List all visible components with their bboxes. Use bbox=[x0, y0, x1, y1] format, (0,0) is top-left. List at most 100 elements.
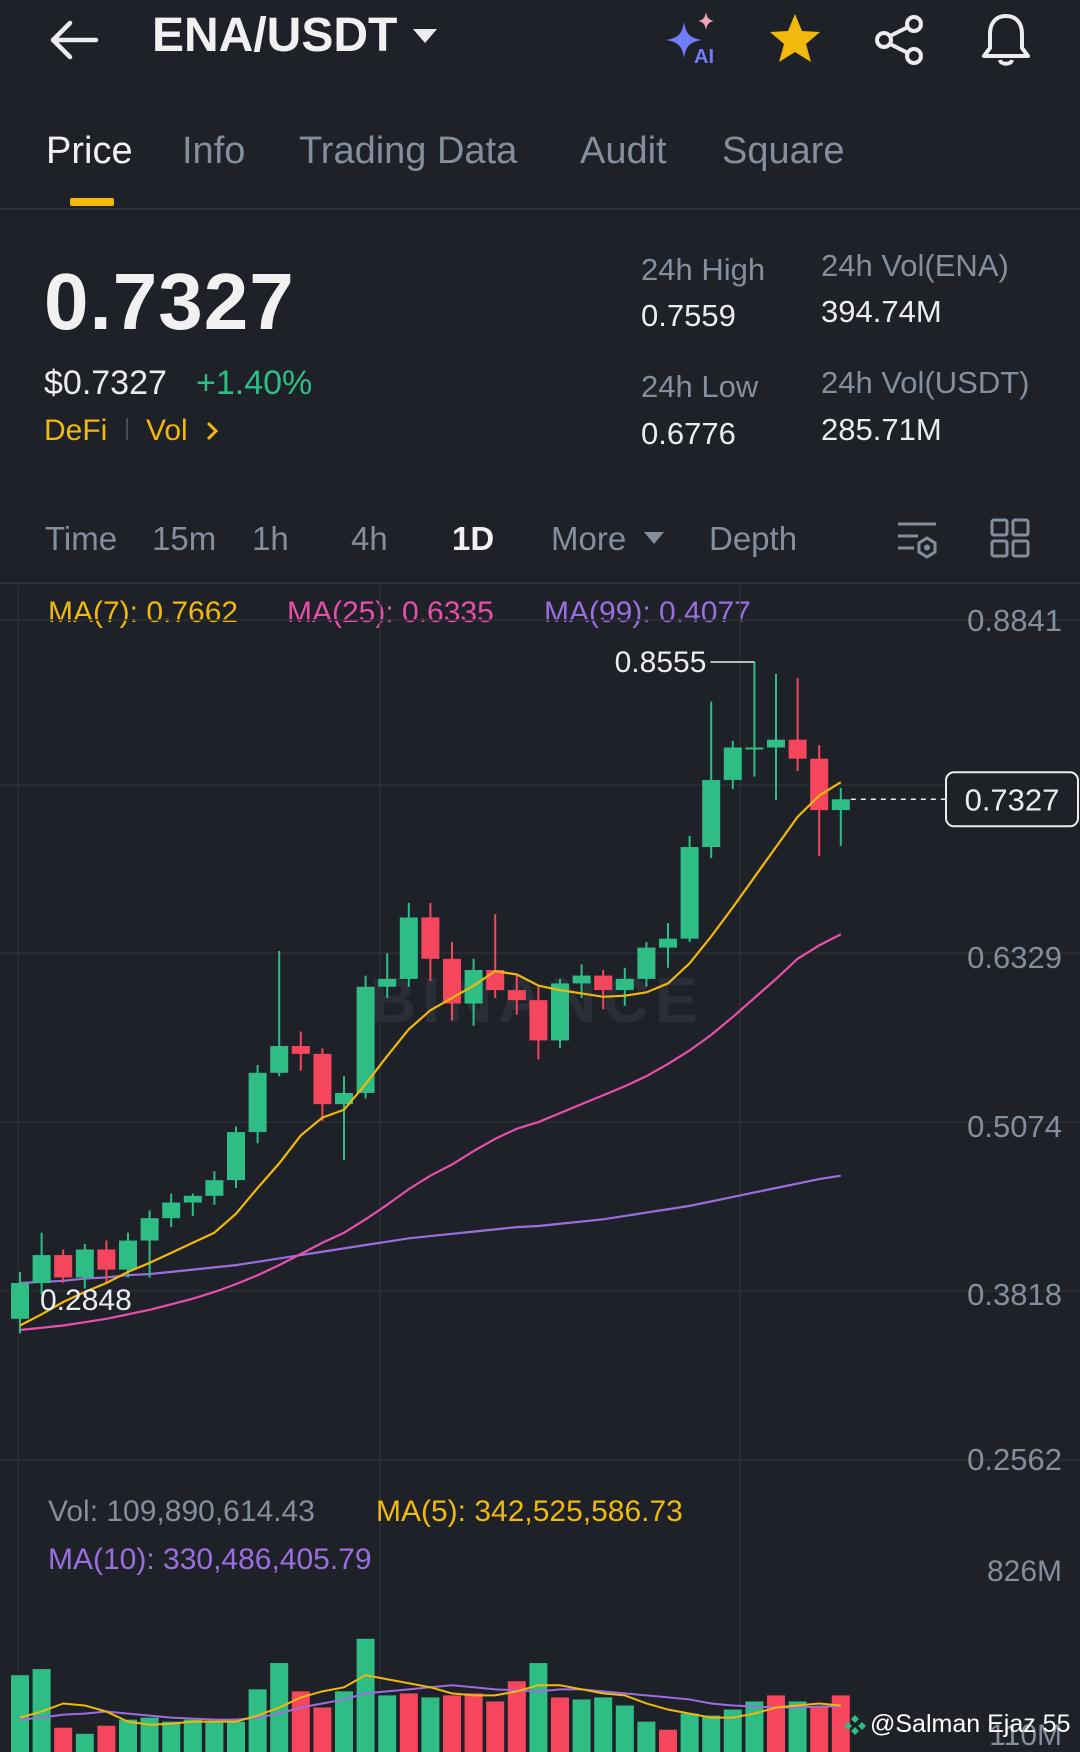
tab-info[interactable]: Info bbox=[182, 130, 246, 172]
indicator-settings-icon[interactable] bbox=[896, 518, 938, 565]
favorite-star-icon[interactable] bbox=[766, 10, 824, 68]
tab-square[interactable]: Square bbox=[722, 130, 845, 172]
volume-bar bbox=[421, 1697, 440, 1752]
tag-vol[interactable]: Vol bbox=[146, 414, 220, 448]
candle-body bbox=[140, 1218, 159, 1241]
back-arrow-icon[interactable] bbox=[46, 14, 102, 66]
notification-bell-icon[interactable] bbox=[978, 10, 1034, 70]
tab-trading-data[interactable]: Trading Data bbox=[299, 130, 518, 172]
stat-24h-vol-quote: 285.71M bbox=[821, 412, 942, 447]
candle-body bbox=[421, 917, 440, 959]
candle-body bbox=[615, 978, 634, 991]
share-icon[interactable] bbox=[872, 12, 928, 68]
section-tabs: Price Info Trading Data Audit Square bbox=[0, 120, 1080, 210]
candle-body bbox=[162, 1202, 181, 1219]
volume-bar bbox=[75, 1733, 94, 1752]
candle-body bbox=[119, 1240, 137, 1270]
active-tab-indicator bbox=[70, 198, 114, 206]
price-chart[interactable]: BINANCE 0.88410.75850.63290.50740.38180.… bbox=[0, 585, 1080, 1752]
interval-more-label: More bbox=[551, 520, 627, 557]
candlesticks bbox=[11, 661, 850, 1334]
ma7-line bbox=[19, 781, 842, 1327]
volume-bar bbox=[486, 1701, 505, 1752]
ai-sparkle-button[interactable]: AI bbox=[662, 10, 724, 68]
top-bar: ENA/USDT AI bbox=[0, 0, 1080, 90]
volume-bar bbox=[97, 1725, 116, 1752]
candle-body bbox=[594, 975, 613, 991]
volume-ma-lines bbox=[19, 1674, 841, 1726]
interval-more[interactable]: More bbox=[551, 520, 665, 558]
attribution: @Salman Ejaz 55 bbox=[844, 1710, 1070, 1739]
volume-bar bbox=[248, 1689, 267, 1752]
candle-body bbox=[788, 739, 807, 759]
price-axis-tick: 0.6329 bbox=[967, 940, 1062, 975]
ma25-polyline bbox=[19, 933, 842, 1332]
ma7-polyline bbox=[19, 781, 842, 1327]
candle-body bbox=[227, 1132, 245, 1181]
ma25-legend: MA(25): 0.6335 bbox=[287, 596, 494, 629]
usd-price: $0.7327 bbox=[44, 364, 167, 402]
candle-body bbox=[205, 1180, 224, 1196]
price-axis-tick: 0.3818 bbox=[967, 1277, 1062, 1312]
candle-body bbox=[723, 747, 742, 780]
candle-body bbox=[507, 990, 526, 1001]
candle-body bbox=[378, 978, 397, 987]
candle-body bbox=[335, 1092, 353, 1105]
volume-bars bbox=[11, 1638, 850, 1752]
candle-body bbox=[551, 983, 569, 1041]
volume-bar bbox=[464, 1693, 483, 1752]
layout-grid-icon[interactable] bbox=[990, 518, 1030, 563]
ma7-legend: MA(7): 0.7662 bbox=[48, 596, 239, 629]
chevron-right-icon bbox=[207, 421, 219, 441]
interval-15m[interactable]: 15m bbox=[152, 520, 217, 557]
divider bbox=[0, 582, 1080, 584]
volume-axis-tick: 110M bbox=[989, 1719, 1062, 1752]
price-axis-tick: 0.5074 bbox=[967, 1109, 1062, 1144]
volume-ma5-legend: MA(5): 342,525,586.73 bbox=[376, 1495, 683, 1528]
candle-body bbox=[183, 1195, 202, 1203]
stat-24h-high-label: 24h High bbox=[641, 252, 766, 287]
candle-body bbox=[248, 1072, 267, 1133]
volume-bar bbox=[788, 1701, 807, 1752]
interval-time[interactable]: Time bbox=[45, 520, 118, 557]
caret-down-icon bbox=[644, 532, 665, 544]
price-change-percent: +1.40% bbox=[196, 364, 313, 402]
volume-ma10-legend: MA(10): 330,486,405.79 bbox=[48, 1543, 372, 1576]
tag-defi[interactable]: DeFi bbox=[44, 414, 108, 447]
volume-bar bbox=[810, 1707, 829, 1752]
candle-body bbox=[75, 1249, 94, 1278]
candle-body bbox=[356, 986, 375, 1093]
min-price-label: 0.2848 bbox=[40, 1284, 132, 1317]
interval-depth[interactable]: Depth bbox=[709, 520, 798, 557]
stat-24h-vol-quote-label: 24h Vol(USDT) bbox=[821, 365, 1030, 400]
candle-body bbox=[810, 758, 829, 811]
candle-body bbox=[399, 917, 418, 979]
volume-bar bbox=[831, 1695, 850, 1752]
volume-bar bbox=[659, 1729, 677, 1752]
volume-bar bbox=[140, 1717, 159, 1752]
interval-1d[interactable]: 1D bbox=[452, 520, 495, 557]
current-price-box bbox=[945, 771, 1079, 828]
candle-body bbox=[659, 938, 677, 948]
candle-body bbox=[529, 1000, 548, 1041]
interval-1h[interactable]: 1h bbox=[252, 520, 289, 557]
volume-bar bbox=[119, 1719, 137, 1752]
tab-price[interactable]: Price bbox=[46, 130, 133, 172]
volume-bar bbox=[443, 1695, 461, 1752]
sparkle-icon bbox=[666, 12, 714, 58]
pair-selector[interactable]: ENA/USDT bbox=[152, 8, 439, 63]
volume-bar bbox=[54, 1727, 73, 1752]
volume-bar bbox=[529, 1663, 548, 1752]
interval-4h[interactable]: 4h bbox=[351, 520, 388, 557]
candle-body bbox=[32, 1255, 51, 1284]
volume-bar bbox=[637, 1721, 656, 1752]
volume-bar bbox=[572, 1699, 591, 1752]
candle-body bbox=[54, 1255, 73, 1278]
volume-bar bbox=[615, 1705, 634, 1752]
caret-down-icon bbox=[413, 28, 438, 43]
pair-title: ENA/USDT bbox=[152, 9, 398, 62]
candle-body bbox=[831, 799, 850, 811]
ai-label: AI bbox=[694, 46, 714, 68]
tab-audit[interactable]: Audit bbox=[580, 130, 667, 172]
